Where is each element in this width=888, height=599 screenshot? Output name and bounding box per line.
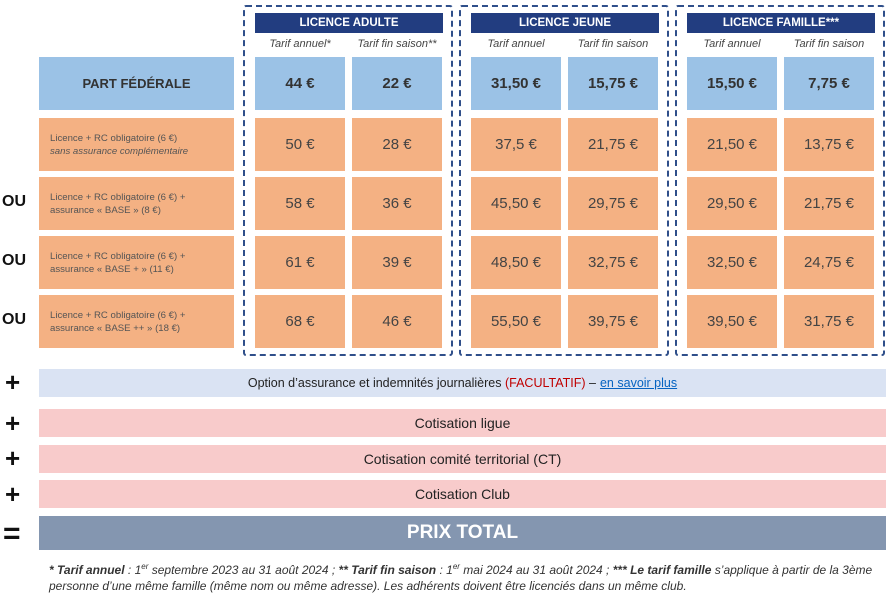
group-box-jeune (459, 5, 669, 356)
ou-label-3: OU (2, 311, 26, 328)
option-text: Option d’assurance et indemnités journal… (247, 376, 502, 390)
subheader-adulte-annual: Tarif annuel* (269, 38, 331, 50)
price-adulte-annual-3: 61 € (255, 236, 345, 289)
price-jeune-annual-1: 37,5 € (471, 118, 561, 171)
footnote-family-text: s’applique à partir de la 3ème personne … (49, 563, 873, 593)
group-header-adulte: LICENCE ADULTE (255, 13, 443, 33)
group-header-famille: LICENCE FAMILLE*** (687, 13, 875, 33)
price-jeune-end-4: 39,75 € (568, 295, 658, 348)
price-jeune-end-3: 32,75 € (568, 236, 658, 289)
footnote-annual-text-2: septembre 2023 au 31 août 2024 ; (148, 563, 339, 577)
subheader-adulte-end: Tarif fin saison** (357, 38, 437, 50)
learn-more-link[interactable]: en savoir plus (599, 376, 678, 390)
equals-symbol: = (3, 517, 21, 550)
subheader-famille-annual: Tarif annuel (703, 38, 761, 50)
footnote-end-label: ** Tarif fin saison (338, 563, 437, 577)
row-label-3-line2: assurance « BASE + » (11 €) (50, 263, 174, 275)
price-famille-annual-3: 32,50 € (687, 236, 777, 289)
price-adulte-end-3: 39 € (352, 236, 442, 289)
option-bar: Option d’assurance et indemnités journal… (39, 369, 886, 397)
cotisation-club-bar: Cotisation Club (39, 480, 886, 508)
price-famille-annual-2: 29,50 € (687, 177, 777, 230)
plus-symbol-club: + (5, 479, 21, 509)
plus-symbol-ct: + (5, 443, 21, 473)
footnote: * Tarif annuel : 1er septembre 2023 au 3… (49, 562, 879, 594)
cotisation-ct-bar: Cotisation comité territorial (CT) (39, 445, 886, 473)
row-label-3: Licence + RC obligatoire (6 €) + assuran… (39, 236, 234, 289)
row-label-2-line2: assurance « BASE » (8 €) (50, 204, 161, 216)
option-dash: – (589, 376, 596, 390)
subheader-famille-end: Tarif fin saison (793, 38, 865, 50)
subheader-jeune-annual: Tarif annuel (487, 38, 545, 50)
group-box-famille (675, 5, 885, 356)
federal-jeune-end: 15,75 € (568, 57, 658, 110)
price-jeune-end-1: 21,75 € (568, 118, 658, 171)
footnote-end-text-1: : 1 (436, 563, 453, 577)
footnote-annual-label: * Tarif annuel (49, 563, 125, 577)
row-label-4: Licence + RC obligatoire (6 €) + assuran… (39, 295, 234, 348)
cotisation-ligue-bar: Cotisation ligue (39, 409, 886, 437)
row-label-4-line1: Licence + RC obligatoire (6 €) + (50, 309, 186, 321)
plus-symbol-ligue: + (5, 408, 21, 438)
price-adulte-annual-2: 58 € (255, 177, 345, 230)
federal-famille-annual: 15,50 € (687, 57, 777, 110)
price-adulte-end-1: 28 € (352, 118, 442, 171)
price-famille-annual-1: 21,50 € (687, 118, 777, 171)
price-jeune-end-2: 29,75 € (568, 177, 658, 230)
row-label-3-line1: Licence + RC obligatoire (6 €) + (50, 250, 186, 262)
federal-famille-end: 7,75 € (784, 57, 874, 110)
federal-jeune-annual: 31,50 € (471, 57, 561, 110)
price-adulte-annual-1: 50 € (255, 118, 345, 171)
federal-adulte-end: 22 € (352, 57, 442, 110)
group-header-jeune: LICENCE JEUNE (471, 13, 659, 33)
ou-label-2: OU (2, 252, 26, 269)
row-label-4-line2: assurance « BASE ++ » (18 €) (50, 322, 181, 334)
ou-label-1: OU (2, 193, 26, 210)
row-label-2: Licence + RC obligatoire (6 €) + assuran… (39, 177, 234, 230)
footnote-annual-sup: er (141, 562, 149, 571)
price-jeune-annual-3: 48,50 € (471, 236, 561, 289)
price-jeune-annual-4: 55,50 € (471, 295, 561, 348)
price-famille-annual-4: 39,50 € (687, 295, 777, 348)
price-famille-end-1: 13,75 € (784, 118, 874, 171)
subheader-jeune-end: Tarif fin saison (577, 38, 649, 50)
row-label-2-line1: Licence + RC obligatoire (6 €) + (50, 191, 186, 203)
group-box-adulte (243, 5, 453, 356)
price-adulte-annual-4: 68 € (255, 295, 345, 348)
footnote-end-text-2: mai 2024 au 31 août 2024 ; (459, 563, 613, 577)
price-famille-end-2: 21,75 € (784, 177, 874, 230)
price-adulte-end-4: 46 € (352, 295, 442, 348)
footnote-end-sup: er (452, 562, 460, 571)
federal-label: PART FÉDÉRALE (39, 57, 234, 110)
price-jeune-annual-2: 45,50 € (471, 177, 561, 230)
plus-symbol-option: + (5, 367, 21, 397)
federal-adulte-annual: 44 € (255, 57, 345, 110)
row-label-1-line2: sans assurance complémentaire (50, 145, 189, 157)
price-famille-end-4: 31,75 € (784, 295, 874, 348)
footnote-annual-text-1: : 1 (124, 563, 142, 577)
price-adulte-end-2: 36 € (352, 177, 442, 230)
row-label-1: Licence + RC obligatoire (6 €) sans assu… (39, 118, 234, 171)
total-price-bar: PRIX TOTAL (39, 516, 886, 550)
row-label-1-line1: Licence + RC obligatoire (6 €) (50, 132, 178, 144)
facultatif-label: (FACULTATIF) (504, 376, 586, 390)
price-famille-end-3: 24,75 € (784, 236, 874, 289)
footnote-family-label: *** Le tarif famille (612, 563, 712, 577)
